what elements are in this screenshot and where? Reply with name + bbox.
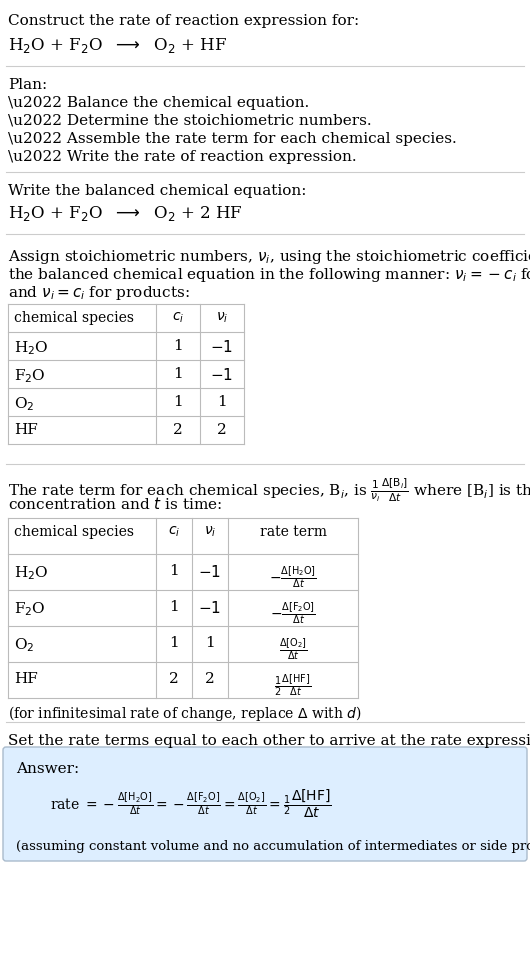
- Text: $c_i$: $c_i$: [168, 525, 180, 540]
- Text: concentration and $t$ is time:: concentration and $t$ is time:: [8, 496, 222, 512]
- Text: 1: 1: [217, 395, 227, 409]
- Text: 1: 1: [205, 636, 215, 650]
- Text: 1: 1: [169, 600, 179, 614]
- Text: The rate term for each chemical species, B$_i$, is $\frac{1}{\nu_i}\frac{\Delta[: The rate term for each chemical species,…: [8, 476, 530, 504]
- Text: (for infinitesimal rate of change, replace $\Delta$ with $d$): (for infinitesimal rate of change, repla…: [8, 704, 362, 723]
- Text: $\frac{1}{2}\frac{\Delta[\mathrm{HF}]}{\Delta t}$: $\frac{1}{2}\frac{\Delta[\mathrm{HF}]}{\…: [275, 672, 312, 698]
- Text: 2: 2: [169, 672, 179, 686]
- Text: \u2022 Determine the stoichiometric numbers.: \u2022 Determine the stoichiometric numb…: [8, 114, 372, 128]
- Text: H$_2$O: H$_2$O: [14, 339, 48, 356]
- Text: H$_2$O + F$_2$O  $\longrightarrow$  O$_2$ + HF: H$_2$O + F$_2$O $\longrightarrow$ O$_2$ …: [8, 36, 227, 55]
- Text: (assuming constant volume and no accumulation of intermediates or side products): (assuming constant volume and no accumul…: [16, 840, 530, 853]
- Text: F$_2$O: F$_2$O: [14, 600, 46, 618]
- Text: 1: 1: [169, 564, 179, 578]
- Text: $\frac{\Delta[\mathrm{O_2}]}{\Delta t}$: $\frac{\Delta[\mathrm{O_2}]}{\Delta t}$: [279, 636, 307, 662]
- Text: O$_2$: O$_2$: [14, 636, 34, 654]
- Text: Construct the rate of reaction expression for:: Construct the rate of reaction expressio…: [8, 14, 359, 28]
- Text: the balanced chemical equation in the following manner: $\nu_i = -c_i$ for react: the balanced chemical equation in the fo…: [8, 266, 530, 284]
- Text: Assign stoichiometric numbers, $\nu_i$, using the stoichiometric coefficients, $: Assign stoichiometric numbers, $\nu_i$, …: [8, 248, 530, 266]
- Text: H$_2$O: H$_2$O: [14, 564, 48, 582]
- Text: $\nu_i$: $\nu_i$: [216, 311, 228, 325]
- Text: rate $= -\frac{\Delta[\mathrm{H_2O}]}{\Delta t} = -\frac{\Delta[\mathrm{F_2O}]}{: rate $= -\frac{\Delta[\mathrm{H_2O}]}{\D…: [50, 788, 332, 821]
- Text: \u2022 Write the rate of reaction expression.: \u2022 Write the rate of reaction expres…: [8, 150, 357, 164]
- Text: Answer:: Answer:: [16, 762, 80, 776]
- Text: 1: 1: [169, 636, 179, 650]
- Text: HF: HF: [14, 423, 38, 437]
- Text: 1: 1: [173, 339, 183, 353]
- Text: \u2022 Assemble the rate term for each chemical species.: \u2022 Assemble the rate term for each c…: [8, 132, 457, 146]
- Text: $-1$: $-1$: [199, 564, 222, 580]
- Text: and $\nu_i = c_i$ for products:: and $\nu_i = c_i$ for products:: [8, 284, 190, 302]
- Text: $-1$: $-1$: [210, 367, 234, 383]
- Text: $-1$: $-1$: [210, 339, 234, 355]
- Text: Write the balanced chemical equation:: Write the balanced chemical equation:: [8, 184, 306, 198]
- Text: 2: 2: [173, 423, 183, 437]
- Text: Set the rate terms equal to each other to arrive at the rate expression:: Set the rate terms equal to each other t…: [8, 734, 530, 748]
- Text: $c_i$: $c_i$: [172, 311, 184, 325]
- FancyBboxPatch shape: [3, 747, 527, 861]
- Text: HF: HF: [14, 672, 38, 686]
- Text: 1: 1: [173, 395, 183, 409]
- Text: 2: 2: [217, 423, 227, 437]
- Text: F$_2$O: F$_2$O: [14, 367, 46, 385]
- Text: $-\frac{\Delta[\mathrm{H_2O}]}{\Delta t}$: $-\frac{\Delta[\mathrm{H_2O}]}{\Delta t}…: [269, 564, 317, 590]
- Text: 2: 2: [205, 672, 215, 686]
- Text: chemical species: chemical species: [14, 311, 134, 325]
- Text: $-1$: $-1$: [199, 600, 222, 616]
- Text: 1: 1: [173, 367, 183, 381]
- Text: $\nu_i$: $\nu_i$: [204, 525, 216, 540]
- Text: H$_2$O + F$_2$O  $\longrightarrow$  O$_2$ + 2 HF: H$_2$O + F$_2$O $\longrightarrow$ O$_2$ …: [8, 204, 243, 223]
- Text: \u2022 Balance the chemical equation.: \u2022 Balance the chemical equation.: [8, 96, 309, 110]
- Text: O$_2$: O$_2$: [14, 395, 34, 413]
- Text: rate term: rate term: [260, 525, 326, 539]
- Text: $-\frac{\Delta[\mathrm{F_2O}]}{\Delta t}$: $-\frac{\Delta[\mathrm{F_2O}]}{\Delta t}…: [270, 600, 316, 626]
- Text: chemical species: chemical species: [14, 525, 134, 539]
- Text: Plan:: Plan:: [8, 78, 47, 92]
